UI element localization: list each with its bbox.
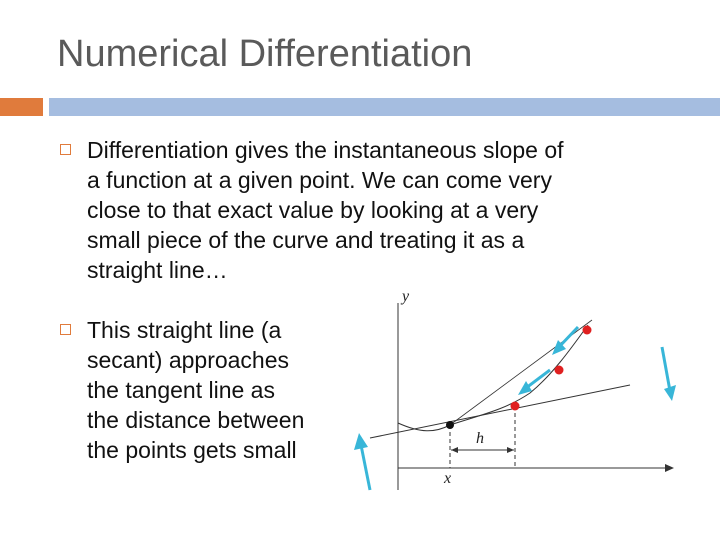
secant-point (582, 325, 592, 335)
y-axis-label: y (400, 288, 410, 305)
title-rule-bar (49, 98, 720, 116)
bullet-1-line: Differentiation gives the instantaneous … (87, 137, 564, 163)
secant-point (554, 365, 564, 375)
bullet-2-text: This straight line (a secant) approaches… (87, 315, 357, 465)
function-curve (397, 324, 589, 432)
bullet-2-line: the tangent line as (87, 377, 275, 403)
figure-background (342, 295, 720, 540)
h-label: h (476, 430, 484, 447)
title-accent-bar (0, 98, 43, 116)
arrow-down-left-icon (525, 368, 551, 390)
secant-tangent-figure: y x h (342, 288, 720, 540)
arrow-left-up-icon (359, 444, 372, 491)
slide-title: Numerical Differentiation (57, 33, 473, 75)
x-axis-arrow-icon (665, 464, 674, 472)
bullet-2-line: the distance between (87, 407, 305, 433)
bullet-1-line: close to that exact value by looking at … (87, 197, 539, 223)
bullet-1-line: small piece of the curve and treating it… (87, 227, 525, 253)
motion-arrows (354, 325, 676, 491)
bullet-2-line: the points gets small (87, 437, 297, 463)
bullet-1-line: straight line… (87, 257, 228, 283)
arrow-down-left-head-icon (518, 381, 532, 395)
h-right-arrow-icon (507, 447, 514, 453)
tangent-line (369, 384, 631, 439)
arrow-down-left-head-icon (552, 340, 566, 355)
arrow-down-left-icon (557, 325, 580, 349)
bullet-2-line: This straight line (a (87, 317, 282, 343)
bullet-1-text: Differentiation gives the instantaneous … (87, 135, 697, 285)
arrow-right-down-icon (660, 346, 672, 392)
secant-point (510, 401, 520, 411)
arrow-left-up-head-icon (354, 433, 368, 450)
x-label: x (443, 470, 451, 487)
bullet-2-line: secant) approaches (87, 347, 290, 373)
h-left-arrow-icon (451, 447, 458, 453)
tangent-point (446, 421, 454, 429)
hollow-square-bullet-icon (60, 324, 71, 335)
hollow-square-bullet-icon (60, 144, 71, 155)
arrow-right-down-head-icon (664, 385, 676, 401)
bullet-1-line: a function at a given point. We can come… (87, 167, 552, 193)
